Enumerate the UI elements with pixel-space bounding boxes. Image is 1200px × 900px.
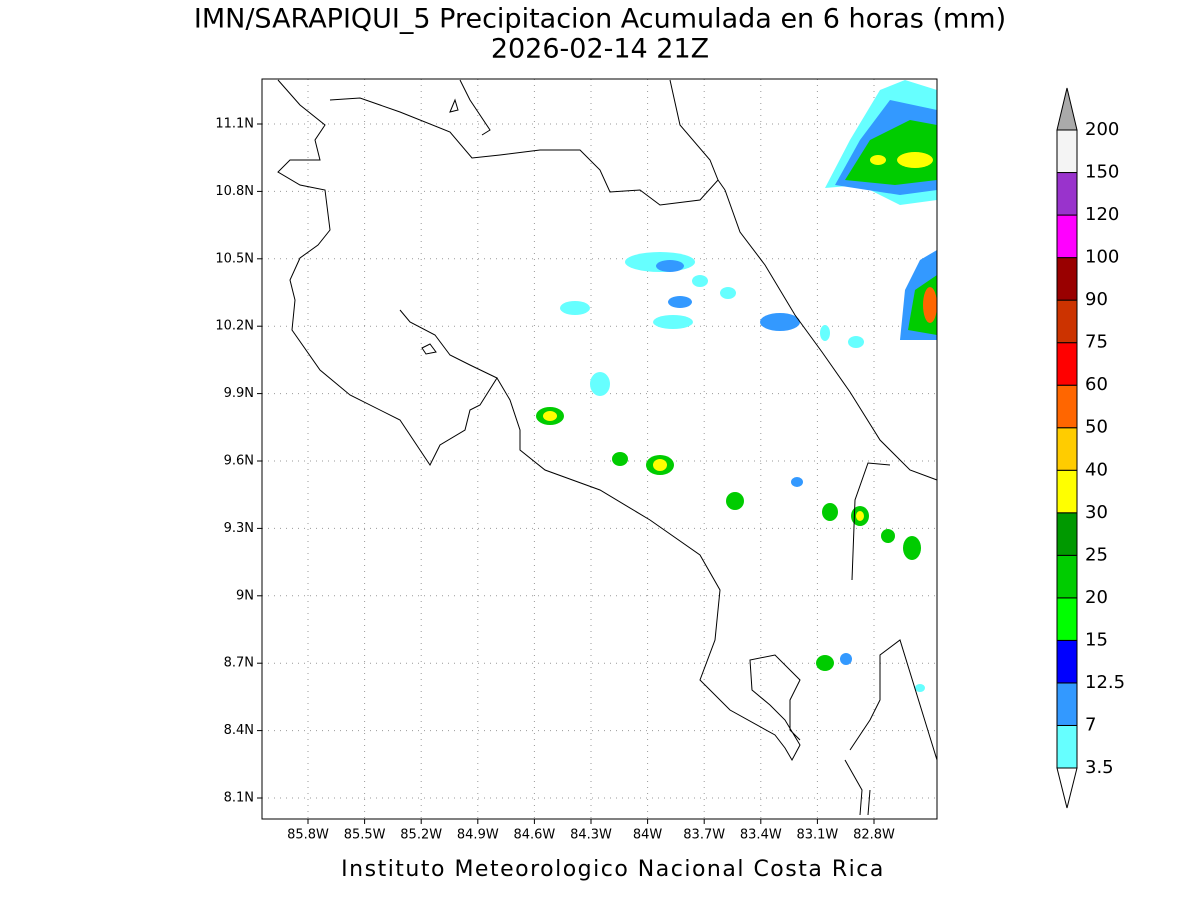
colorbar-label: 30	[1085, 502, 1108, 523]
x-tick-label: 83.7W	[683, 828, 725, 843]
x-tick-label: 83.4W	[740, 828, 782, 843]
colorbar-label: 20	[1085, 587, 1108, 608]
y-tick-label: 8.7N	[224, 656, 254, 671]
colorbar-label: 75	[1085, 332, 1108, 353]
colorbar-label: 60	[1085, 374, 1108, 395]
axes: 85.8W 85.5W 85.2W 84.9W 84.6W 84.3W 84W 83.7W 83…	[215, 117, 895, 843]
colorbar-label: 7	[1085, 714, 1096, 735]
colorbar: 3.5 7 12.5 15 20 25 30 40 50 60 75 90 100 120 150 200	[1056, 87, 1125, 809]
colorbar-label: 90	[1085, 289, 1108, 310]
y-tick-label: 10.5N	[215, 251, 254, 266]
x-tick-label: 84.9W	[457, 828, 499, 843]
y-tick-label: 10.8N	[215, 184, 254, 199]
colorbar-label: 150	[1085, 162, 1119, 183]
x-tick-label: 84.3W	[570, 828, 612, 843]
colorbar-box	[1056, 172, 1078, 216]
colorbar-box	[1056, 682, 1078, 726]
x-tick-label: 83.1W	[796, 828, 838, 843]
x-tick-label: 85.8W	[287, 828, 329, 843]
colorbar-box	[1056, 597, 1078, 641]
colorbar-label: 50	[1085, 417, 1108, 438]
colorbar-box	[1056, 299, 1078, 344]
colorbar-box	[1056, 639, 1078, 684]
colorbar-box	[1056, 384, 1078, 429]
colorbar-box	[1056, 342, 1078, 386]
colorbar-label: 25	[1085, 544, 1108, 565]
colorbar-label: 200	[1085, 119, 1119, 140]
y-tick-label: 9.3N	[224, 521, 254, 536]
colorbar-box	[1056, 724, 1078, 769]
subtitle: 2026-02-14 21Z	[491, 34, 709, 65]
colorbar-box	[1056, 214, 1078, 259]
grid	[262, 79, 937, 819]
plot-frame	[261, 78, 938, 820]
colorbar-box	[1056, 257, 1078, 301]
x-tick-label: 84W	[633, 828, 663, 843]
y-tick-label: 8.4N	[224, 723, 254, 738]
footer: Instituto Meteorologico Nacional Costa R…	[341, 857, 885, 882]
y-tick-label: 9N	[236, 588, 254, 603]
y-tick-label: 10.2N	[215, 319, 254, 334]
colorbar-under	[1056, 767, 1078, 809]
colorbar-label: 15	[1085, 629, 1108, 650]
colorbar-box	[1056, 129, 1078, 174]
coastline	[277, 79, 938, 816]
y-tick-label: 9.9N	[224, 386, 254, 401]
x-tick-label: 82.8W	[853, 828, 895, 843]
x-tick-label: 85.2W	[400, 828, 442, 843]
colorbar-box	[1056, 469, 1078, 514]
colorbar-over	[1056, 87, 1078, 131]
colorbar-label: 120	[1085, 204, 1119, 225]
y-tick-label: 11.1N	[215, 117, 254, 132]
colorbar-label: 12.5	[1085, 672, 1125, 693]
colorbar-label: 40	[1085, 459, 1108, 480]
x-tick-label: 84.6W	[513, 828, 555, 843]
colorbar-box	[1056, 427, 1078, 471]
colorbar-label: 3.5	[1085, 757, 1114, 778]
precipitation	[536, 80, 937, 692]
colorbar-box	[1056, 512, 1078, 556]
colorbar-box	[1056, 554, 1078, 599]
colorbar-label: 100	[1085, 247, 1119, 268]
y-tick-label: 9.6N	[224, 454, 254, 469]
title: IMN/SARAPIQUI_5 Precipitacion Acumulada …	[194, 4, 1006, 35]
x-tick-label: 85.5W	[344, 828, 386, 843]
y-tick-label: 8.1N	[224, 791, 254, 806]
